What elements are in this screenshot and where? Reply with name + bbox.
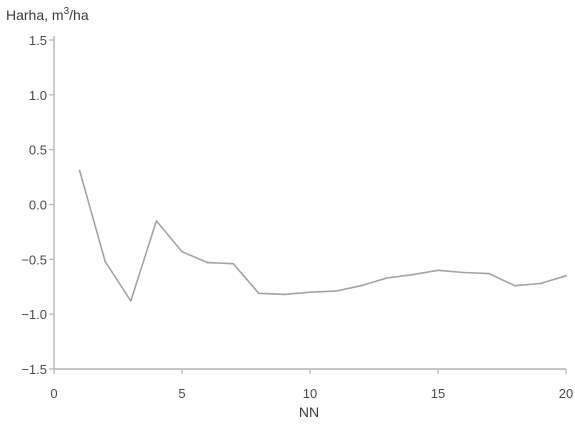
- data-point: [78, 169, 81, 172]
- data-point: [565, 274, 567, 277]
- y-tick-label: 1.0: [29, 88, 47, 103]
- y-axis-title-suffix: /ha: [69, 7, 89, 23]
- data-point: [232, 262, 235, 265]
- data-point: [385, 277, 388, 279]
- y-tick-label: −0.5: [21, 252, 47, 267]
- data-point: [539, 282, 542, 285]
- data-point: [411, 273, 414, 276]
- data-point: [283, 293, 286, 296]
- series-line: [78, 170, 567, 302]
- x-tick-label: 15: [431, 386, 445, 401]
- y-tick-label: 1.5: [29, 33, 47, 48]
- data-point: [129, 300, 132, 302]
- y-axis-title: Harha, m3/ha: [6, 6, 89, 23]
- data-point: [513, 284, 516, 287]
- data-point: [309, 291, 311, 294]
- data-point: [257, 292, 260, 295]
- data-point: [181, 250, 183, 253]
- y-axis-title-superscript: 3: [64, 6, 70, 17]
- x-tick-label: 20: [559, 386, 573, 401]
- data-point: [104, 260, 107, 263]
- x-tick-label: 10: [303, 386, 317, 401]
- y-axis-title-main: Harha, m: [6, 7, 64, 23]
- data-point: [334, 290, 337, 293]
- data-point: [155, 220, 158, 222]
- data-point: [206, 261, 209, 264]
- data-point: [437, 269, 439, 272]
- data-point: [462, 271, 465, 274]
- ticks: −1.5 −1.0 −0.5 0.0 0.5 1.0 1.5 0 5 10 15 20: [21, 33, 573, 401]
- data-point: [360, 284, 363, 287]
- x-tick-label: 5: [178, 386, 185, 401]
- series-group: [78, 169, 567, 302]
- y-tick-label: −1.0: [21, 307, 47, 322]
- y-tick-label: 0.5: [29, 143, 47, 158]
- x-axis-title: NN: [299, 404, 319, 420]
- x-tick-label: 0: [50, 386, 57, 401]
- y-tick-label: 0.0: [29, 198, 47, 213]
- y-tick-label: −1.5: [21, 362, 47, 377]
- axes: [53, 36, 566, 370]
- data-point: [488, 272, 491, 275]
